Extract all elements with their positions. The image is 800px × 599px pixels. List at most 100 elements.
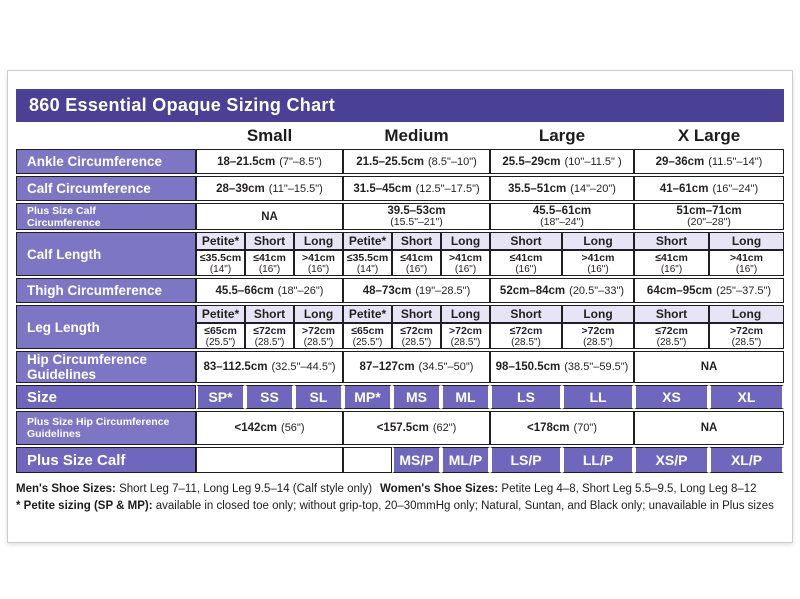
subcolumn-header: Long [709,305,784,323]
row-plus-size-calf-circumference: Plus Size Calf Circumference NA 39.5–53c… [16,203,784,230]
table-cell: NA [634,351,784,383]
row-label: Ankle Circumference [16,149,196,174]
subcolumn-header: Petite* [343,305,392,323]
row-plus-size-hip-guidelines: Plus Size Hip Circumference Guidelines <… [16,411,784,445]
table-cell: 29–36cm (11.5"–14") [634,149,784,174]
row-label: Calf Circumference [16,176,196,201]
row-plus-size-calf: Plus Size Calf MS/P ML/P LS/P LL/P XS/P … [16,447,784,473]
table-cell: 52cm–84cm (20.5"–33") [490,278,634,303]
row-hip-circumference-guidelines: Hip Circumference Guidelines 83–112.5cm(… [16,351,784,383]
header-spacer [16,126,196,146]
size-cell: XL [709,385,784,409]
subcolumn-header: Petite* [343,232,392,250]
footnotes: Men's Shoe Sizes: Short Leg 7–11, Long L… [16,481,786,515]
column-header-large: Large [538,126,586,145]
chart-title: 860 Essential Opaque Sizing Chart [29,95,335,115]
table-cell: >72cm (28.5") [709,323,784,349]
size-cell: LS [490,385,562,409]
mens-shoe-sizes-label: Men's Shoe Sizes: [16,483,116,495]
table-cell: >41cm (16") [441,250,490,276]
row-label: Size [16,385,196,409]
row-label: Plus Size Calf Circumference [16,203,196,230]
table-cell: ≤72cm (28.5") [392,323,441,349]
table-cell: ≤65cm (25.5") [343,323,392,349]
table-cell: 83–112.5cm (32.5"–44.5") [196,351,343,383]
size-cell: XL/P [709,447,784,473]
row-ankle-circumference: Ankle Circumference 18–21.5cm (7"–8.5") 2… [16,149,784,174]
table-cell: 48–73cm (19"–28.5") [343,278,490,303]
subcolumn-header: Short [392,232,441,250]
table-cell: ≤41cm (16") [490,250,562,276]
table-cell: ≤72cm (28.5") [245,323,294,349]
value-row: ≤65cm (25.5") ≤72cm (28.5") >72cm (28.5") ≤… [196,323,784,349]
row-size: Size SP* SS SL MP* MS ML LS LL XS XL [16,385,784,409]
table-cell: ≤41cm (16") [634,250,709,276]
row-label: Hip Circumference Guidelines [16,351,196,383]
size-header-row: Small Medium Large X Large [16,126,784,146]
row-label: Calf Length [16,232,196,276]
size-cell: LL [562,385,634,409]
size-cell: MP* [343,385,392,409]
size-cell: ML/P [441,447,490,473]
table-cell: ≤35.5cm (14") [343,250,392,276]
table-cell: 35.5–51cm (14"–20") [490,176,634,201]
table-cell: 87–127cm (34.5"–50") [343,351,490,383]
size-cell: MS [392,385,441,409]
table-cell: ≤41cm (16") [392,250,441,276]
size-cell: XS [634,385,709,409]
table-cell: 64cm–95cm (25"–37.5") [634,278,784,303]
row-leg-length: Leg Length Petite* Short Long Petite* Sh… [16,305,784,349]
size-cell: SL [294,385,343,409]
table-cell: 41–61cm (16"–24") [634,176,784,201]
table-cell: 21.5–25.5cm (8.5"–10") [343,149,490,174]
column-header-medium: Medium [384,126,449,145]
womens-shoe-sizes-text: Petite Leg 4–8, Short Leg 5.5–9.5, Long … [498,483,757,495]
petite-sizing-label: * Petite sizing (SP & MP): [16,500,153,512]
subcolumn-header: Short [245,305,294,323]
table-cell: <178cm (70") [490,411,634,445]
size-cell: SS [245,385,294,409]
empty-cell [196,447,343,473]
mens-shoe-sizes-text: Short Leg 7–11, Long Leg 9.5–14 (Calf st… [115,483,373,495]
subcolumn-header: Long [709,232,784,250]
table-cell: 28–39cm (11"–15.5") [196,176,343,201]
table-cell: 98–150.5cm (38.5"–59.5") [490,351,634,383]
table-cell: >72cm (28.5") [294,323,343,349]
footnote-shoe-sizes: Men's Shoe Sizes: Short Leg 7–11, Long L… [16,481,786,498]
table-cell: <157.5cm (62") [343,411,490,445]
subcolumn-header: Petite* [196,232,245,250]
chart-title-bar: 860 Essential Opaque Sizing Chart [16,89,784,122]
table-cell: ≤65cm (25.5") [196,323,245,349]
row-thigh-circumference: Thigh Circumference 45.5–66cm (18"–26") 4… [16,278,784,303]
subcolumn-header: Short [245,232,294,250]
calf-length-columns: Petite* Short Long Petite* Short Long Sh… [196,232,784,276]
row-calf-circumference: Calf Circumference 28–39cm (11"–15.5") 31… [16,176,784,201]
subcolumn-header: Long [562,305,634,323]
size-cell: LL/P [562,447,634,473]
subcolumn-header: Petite* [196,305,245,323]
subcolumn-header: Short [634,232,709,250]
subheader-row: Petite* Short Long Petite* Short Long Sh… [196,305,784,323]
table-cell: >41cm (16") [709,250,784,276]
table-cell: NA [196,203,343,230]
subcolumn-header: Short [392,305,441,323]
size-cell: MS/P [392,447,441,473]
row-label: Plus Size Calf [16,447,196,473]
empty-cell [343,447,392,473]
subcolumn-header: Short [490,305,562,323]
footnote-petite-sizing: * Petite sizing (SP & MP): available in … [16,498,786,515]
row-label: Leg Length [16,305,196,349]
table-cell: 18–21.5cm (7"–8.5") [196,149,343,174]
petite-sizing-text: available in closed toe only; without gr… [152,500,774,512]
table-cell: <142cm (56") [196,411,343,445]
subcolumn-header: Long [562,232,634,250]
column-header-small: Small [246,126,293,145]
table-cell: 45.5–61cm (18"–24") [490,203,634,230]
subheader-row: Petite* Short Long Petite* Short Long Sh… [196,232,784,250]
row-calf-length: Calf Length Petite* Short Long Petite* S… [16,232,784,276]
table-cell: >41cm (16") [294,250,343,276]
subcolumn-header: Long [441,305,490,323]
table-cell: 39.5–53cm (15.5"–21") [343,203,490,230]
table-cell: NA [634,411,784,445]
